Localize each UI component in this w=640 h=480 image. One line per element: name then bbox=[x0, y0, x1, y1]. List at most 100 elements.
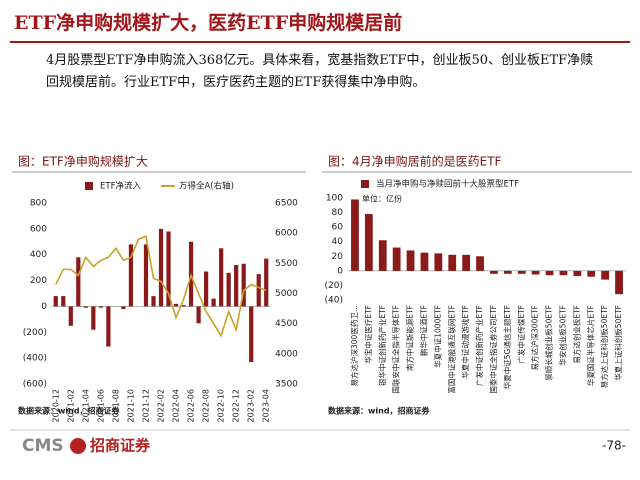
bar bbox=[503, 270, 512, 274]
y-tick-label: (600) bbox=[23, 380, 47, 390]
bar bbox=[226, 272, 231, 307]
x-tick-label: 易方达创业板ETF bbox=[571, 305, 581, 364]
bar bbox=[545, 270, 554, 276]
x-tick-label: 华夏中证1000ETF bbox=[432, 305, 442, 368]
chart-title: 图：ETF净申购规模扩大 bbox=[18, 154, 148, 169]
x-tick-label: 2021-12 bbox=[141, 389, 150, 422]
x-tick-label: 2021-02 bbox=[66, 389, 75, 422]
y-tick-label: 100 bbox=[326, 194, 343, 204]
y-tick-label: 200 bbox=[30, 276, 47, 286]
x-tick-label: 国泰中证全指证券公司ETF bbox=[488, 305, 498, 394]
slide-title: ETF净申购规模扩大，医药ETF申购规模居前 bbox=[14, 11, 402, 34]
bar bbox=[234, 265, 239, 307]
legend-label: 万得全A(右轴) bbox=[179, 181, 234, 192]
line bbox=[55, 235, 267, 338]
y-tick-label: 80 bbox=[332, 208, 344, 218]
chart-title: 图：4月净申购居前的是医药ETF bbox=[328, 154, 502, 169]
y-tick-label: (20) bbox=[325, 281, 343, 291]
x-tick-label: 2023-02 bbox=[247, 389, 256, 422]
bar bbox=[587, 270, 596, 277]
bar bbox=[158, 228, 164, 307]
unit-label: 单位：亿份 bbox=[362, 194, 402, 204]
y2-tick-label: 3500 bbox=[275, 380, 298, 390]
x-tick-label: 易方达沪深300医药卫... bbox=[349, 305, 359, 386]
y-tick-label: 20 bbox=[332, 252, 344, 262]
paragraph: 4月股票型ETF净申购流入368亿元。具体来看，宽基指数ETF中，创业板50、创… bbox=[46, 53, 594, 90]
y2-tick-label: 5500 bbox=[275, 259, 298, 269]
source: 数据来源：wind，招商证券 bbox=[328, 406, 431, 416]
bar bbox=[166, 231, 171, 307]
bar bbox=[203, 271, 209, 307]
bar bbox=[68, 306, 73, 326]
y-tick-label: 60 bbox=[332, 223, 344, 233]
legend-swatch bbox=[85, 182, 93, 190]
y2-tick-label: 6500 bbox=[275, 199, 298, 209]
bar bbox=[173, 303, 179, 307]
bar bbox=[91, 306, 96, 330]
x-tick-label: 富国中证港股通互联网ETF bbox=[446, 305, 456, 394]
x-tick-label: 2022-02 bbox=[157, 389, 166, 422]
bar bbox=[420, 252, 429, 271]
x-tick-label: 华夏上证科创板50ETF bbox=[613, 305, 623, 381]
x-tick-label: 鹏华中证酒ETF bbox=[418, 305, 428, 356]
x-tick-label: 景顺长城创业板50ETF bbox=[544, 305, 554, 381]
x-tick-label: 华宝中证医疗ETF bbox=[363, 305, 373, 364]
x-tick-label: 2021-08 bbox=[111, 389, 120, 422]
bar bbox=[241, 263, 246, 307]
bar bbox=[462, 254, 471, 271]
x-tick-label: 2022-04 bbox=[172, 389, 181, 422]
bar bbox=[601, 270, 610, 280]
x-tick-label: 银华中证创新药产业ETF bbox=[377, 305, 387, 386]
bar bbox=[219, 248, 224, 307]
bar bbox=[53, 296, 58, 307]
bar bbox=[106, 306, 111, 347]
page-number: -78- bbox=[602, 439, 626, 453]
y-tick-label: (200) bbox=[23, 328, 47, 338]
x-tick-label: 2021-04 bbox=[81, 389, 90, 422]
bar bbox=[143, 244, 149, 307]
x-tick-label: 易方达沪深300ETF bbox=[530, 305, 540, 370]
x-tick-label: 2023-04 bbox=[262, 389, 271, 422]
bar bbox=[121, 306, 126, 310]
bar bbox=[531, 270, 540, 275]
y-tick-label: 0 bbox=[337, 266, 343, 276]
x-tick-label: 2022-08 bbox=[202, 389, 211, 422]
footer-logo: CMS bbox=[22, 436, 64, 456]
y2-tick-label: 4500 bbox=[275, 319, 298, 329]
legend-label: ETF净流入 bbox=[100, 181, 141, 192]
x-tick-label: 易方达上证科创板50ETF bbox=[599, 305, 609, 388]
legend-swatch bbox=[361, 180, 369, 188]
bar bbox=[151, 296, 156, 307]
bar bbox=[364, 214, 373, 271]
logo-icon bbox=[70, 438, 86, 454]
bar bbox=[256, 274, 261, 307]
y2-tick-label: 6000 bbox=[275, 229, 298, 239]
y-tick-label: (400) bbox=[23, 354, 47, 364]
bar bbox=[83, 306, 88, 308]
bar bbox=[615, 270, 623, 295]
y-tick-label: 400 bbox=[30, 250, 47, 260]
bar bbox=[76, 257, 81, 307]
bar bbox=[559, 270, 568, 276]
x-tick-label: 2020-12 bbox=[51, 389, 60, 422]
x-tick-label: 华夏中证5G通信主题ETF bbox=[502, 305, 512, 389]
x-tick-label: 华安创业板50ETF bbox=[557, 305, 567, 366]
x-tick-label: 2022-06 bbox=[187, 389, 196, 422]
bar bbox=[249, 306, 254, 363]
bar bbox=[406, 250, 415, 271]
y-tick-label: 800 bbox=[30, 199, 47, 209]
x-tick-label: 国联安中证全指半导体ETF bbox=[391, 305, 401, 394]
bar bbox=[392, 247, 401, 271]
bar bbox=[61, 296, 66, 307]
y-tick-label: 600 bbox=[30, 224, 47, 234]
x-tick-label: 2021-06 bbox=[96, 389, 105, 422]
bar bbox=[573, 270, 582, 276]
y-tick-label: 0 bbox=[41, 302, 47, 312]
bar bbox=[211, 298, 216, 307]
y2-tick-label: 4000 bbox=[275, 349, 298, 359]
bar bbox=[490, 270, 498, 274]
x-tick-label: 广发中证创新药产业ETF bbox=[474, 305, 484, 386]
source: 数据来源：wind，招商证券 bbox=[18, 406, 121, 416]
